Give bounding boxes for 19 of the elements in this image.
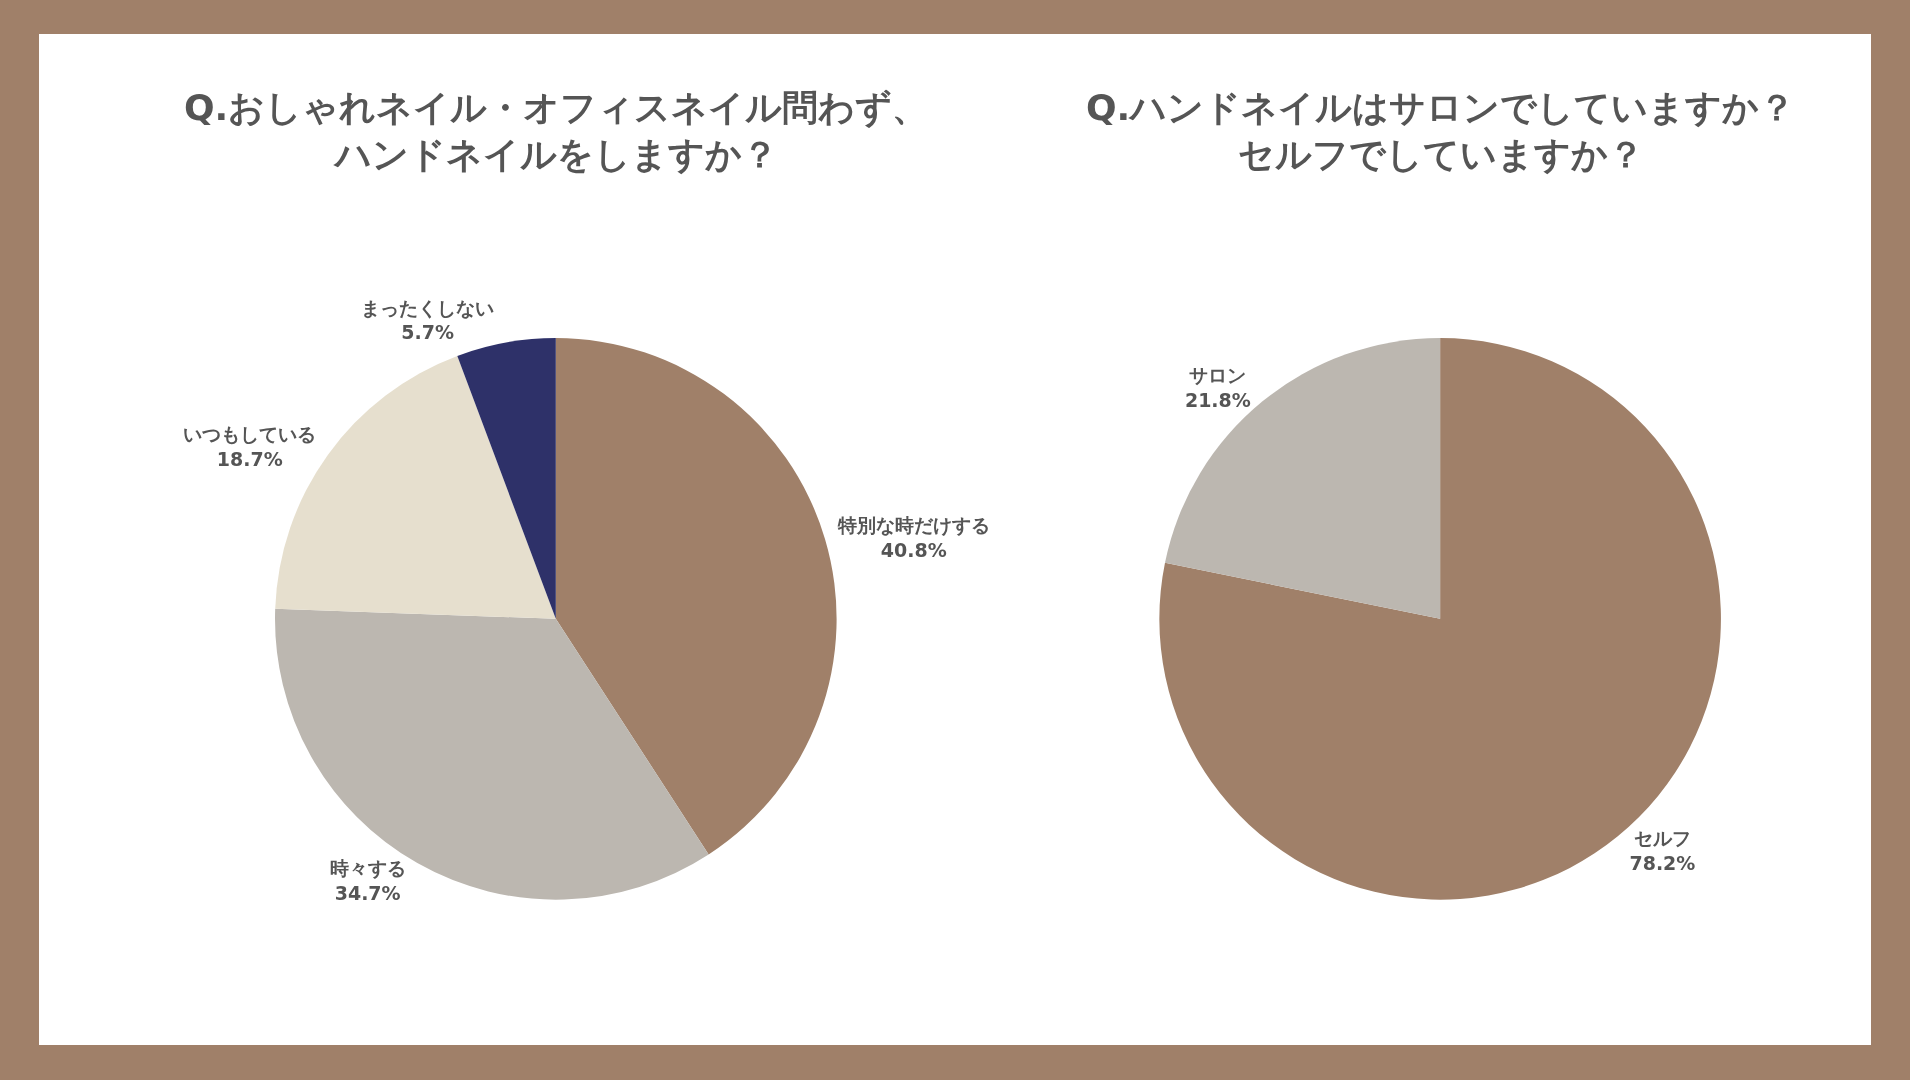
data-label: 21.8% [1184, 388, 1251, 411]
data-label: 40.8% [880, 538, 947, 561]
data-label: 5.7% [401, 321, 454, 344]
data-label: 34.7% [334, 882, 401, 905]
data-label: 78.2% [1629, 851, 1696, 874]
slice-label: 時々する [329, 857, 406, 880]
chart-title: Q.おしゃれネイル・オフィスネイル問わず、ハンドネイルをしますか？ [184, 87, 929, 175]
slice-label: いつもしている [183, 423, 317, 446]
slice-label: 特別な時だけする [836, 513, 990, 536]
slice-label: セルフ [1633, 826, 1691, 849]
slice-label: まったくしない [361, 296, 495, 319]
data-label: 18.7% [216, 448, 283, 471]
pie-slice [1165, 338, 1441, 619]
pie-slice [1159, 338, 1721, 900]
chart-title: Q.ハンドネイルはサロンでしていますか？セルフでしていますか？ [1086, 87, 1796, 175]
pie-slice [555, 338, 837, 855]
slice-label: サロン [1189, 364, 1247, 386]
pie-slice [457, 338, 556, 619]
pie-slice [275, 608, 709, 900]
